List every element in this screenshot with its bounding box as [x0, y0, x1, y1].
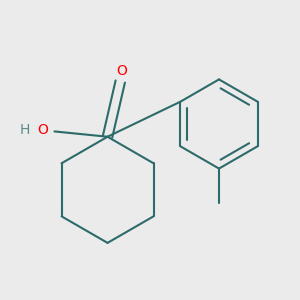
Text: H: H	[20, 123, 30, 137]
Text: O: O	[116, 64, 127, 78]
Text: O: O	[38, 123, 48, 137]
